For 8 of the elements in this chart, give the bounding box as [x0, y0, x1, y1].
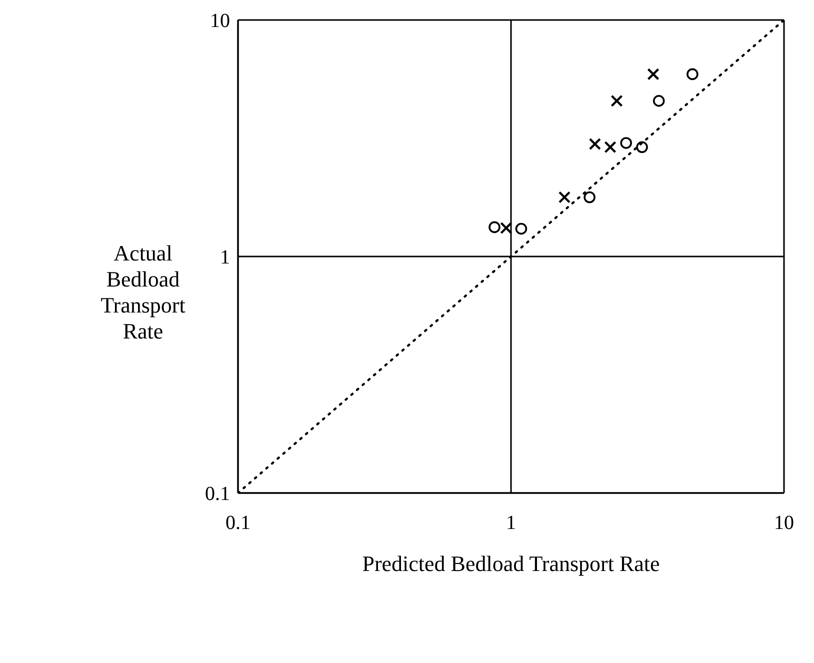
- y-axis-title: Actual Bedload Transport Rate: [100, 240, 186, 344]
- x-axis-title: Predicted Bedload Transport Rate: [362, 551, 660, 576]
- y-tick-label: 1: [220, 246, 230, 269]
- x-tick-label: 10: [774, 512, 794, 534]
- y-tick-label: 10: [210, 10, 230, 32]
- x-tick-label: 1: [506, 512, 516, 534]
- x-tick-label: 0.1: [226, 512, 250, 534]
- y-tick-label: 0.1: [205, 483, 230, 506]
